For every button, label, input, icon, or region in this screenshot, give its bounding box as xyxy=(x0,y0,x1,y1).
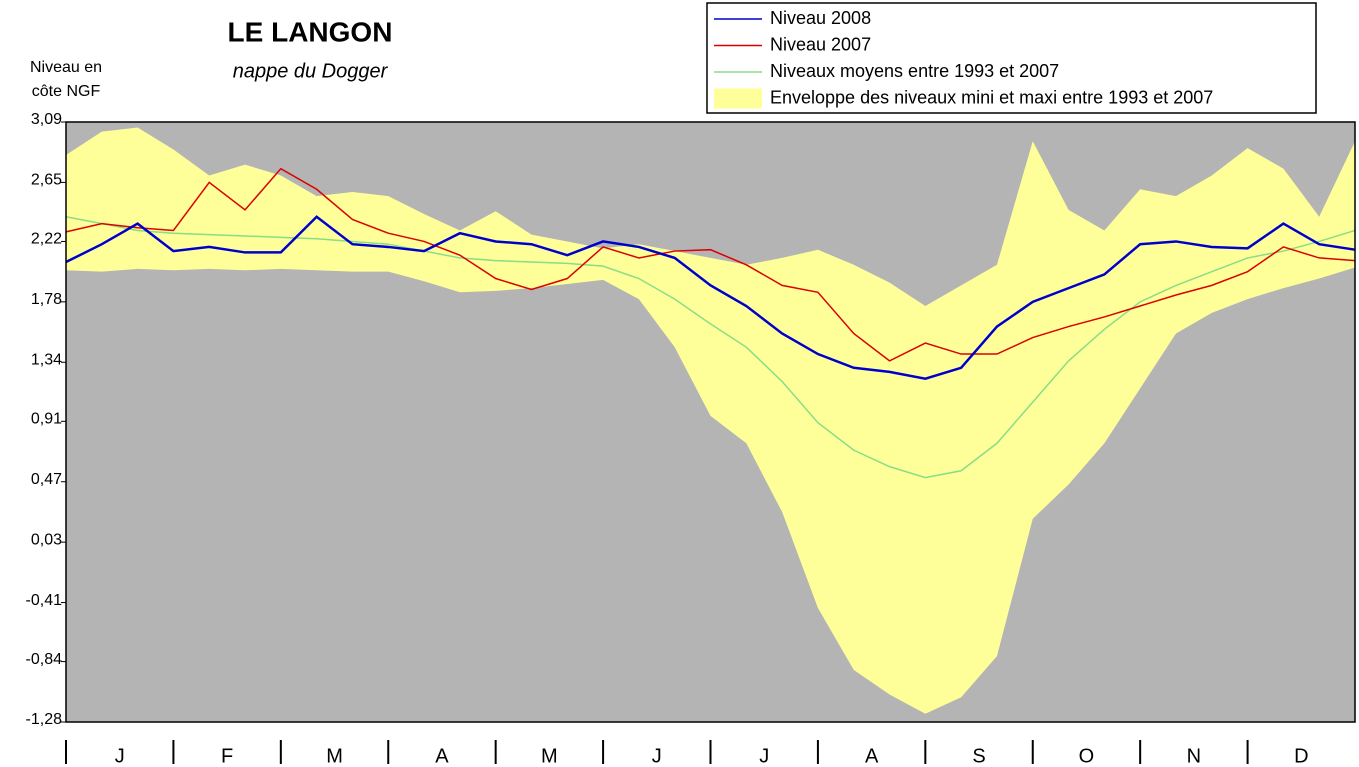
legend-swatch xyxy=(714,88,762,109)
y-tick-label: 1,34 xyxy=(31,351,62,368)
y-tick-label: 0,91 xyxy=(31,411,62,428)
series-line xyxy=(65,167,1356,362)
x-tick-label: D xyxy=(1294,745,1308,767)
y-tick-label: 0,47 xyxy=(31,471,62,488)
x-tick-label: M xyxy=(326,745,343,767)
y-tick-label: -1,28 xyxy=(26,711,63,728)
y-tick-label: -0,41 xyxy=(26,592,63,609)
legend-box xyxy=(706,2,1317,114)
y-tick-label: 2,22 xyxy=(31,231,62,248)
y-tick-label: 3,09 xyxy=(31,111,62,128)
chart-title: LE LANGON xyxy=(228,16,393,47)
legend-label: Niveaux moyens entre 1993 et 2007 xyxy=(770,61,1059,81)
envelope-area xyxy=(66,127,1355,714)
y-tick-label: 1,78 xyxy=(31,291,62,308)
x-tick-label: A xyxy=(865,745,879,767)
y-axis-label: côte NGF xyxy=(32,83,101,100)
x-tick-label: J xyxy=(652,745,662,767)
y-tick-label: -0,84 xyxy=(26,651,63,668)
legend-label: Niveau 2007 xyxy=(770,34,871,54)
x-tick-label: F xyxy=(221,745,233,767)
y-tick-label: 0,03 xyxy=(31,531,62,548)
legend-label: Niveau 2008 xyxy=(770,8,871,28)
series-line xyxy=(65,215,1356,381)
x-tick-label: M xyxy=(541,745,558,767)
x-tick-label: A xyxy=(435,745,449,767)
chart-subtitle: nappe du Dogger xyxy=(233,60,389,82)
x-tick-label: N xyxy=(1187,745,1201,767)
plot-frame xyxy=(65,121,1356,723)
x-tick-label: S xyxy=(972,745,985,767)
x-tick-label: J xyxy=(759,745,769,767)
x-tick-label: O xyxy=(1079,745,1095,767)
x-tick-label: J xyxy=(115,745,125,767)
legend-label: Enveloppe des niveaux mini et maxi entre… xyxy=(770,87,1213,107)
y-tick-label: 2,65 xyxy=(31,172,62,189)
series-line xyxy=(65,216,1356,479)
y-axis-label: Niveau en xyxy=(30,59,102,76)
